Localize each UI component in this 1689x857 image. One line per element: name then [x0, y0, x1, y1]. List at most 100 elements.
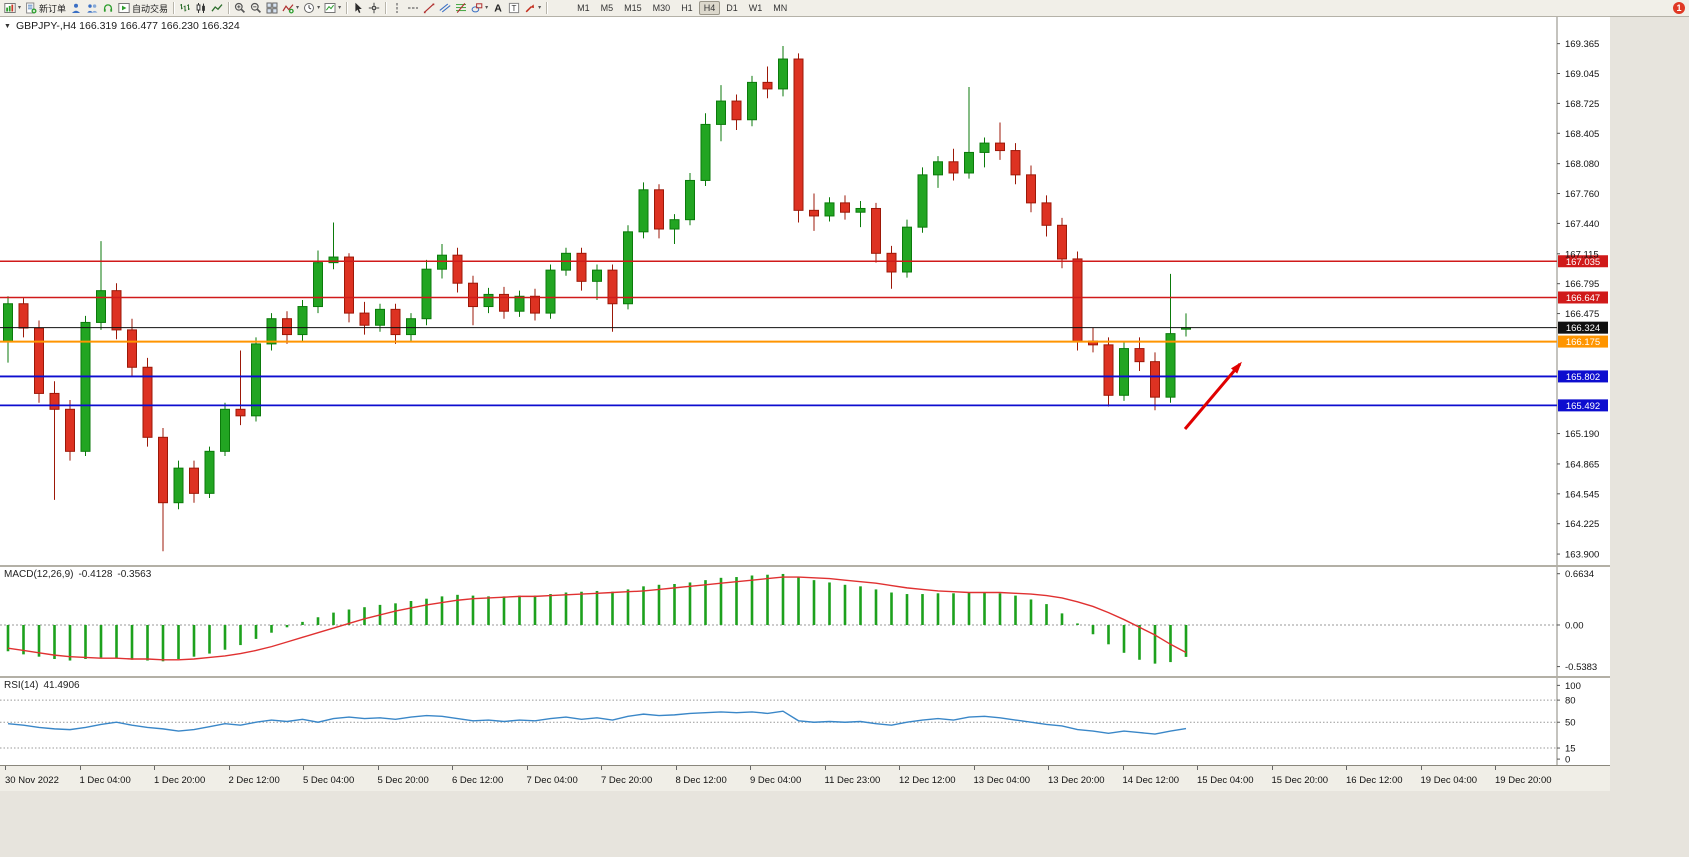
svg-text:168.405: 168.405	[1565, 129, 1599, 140]
timeframe-button-M5[interactable]: M5	[600, 3, 614, 13]
time-label: 14 Dec 12:00	[1122, 775, 1180, 786]
template-icon	[324, 3, 336, 13]
line-chart-button[interactable]	[209, 0, 225, 16]
panel-splitter[interactable]	[0, 565, 1610, 567]
main-chart-canvas[interactable]: 167.035 166.647 166.324 166.175 165.802 165.4…	[0, 17, 1610, 565]
time-label: 1 Dec 20:00	[154, 775, 206, 786]
up-arrow-annotation[interactable]	[1183, 361, 1242, 430]
text-label-button[interactable]: T	[506, 0, 522, 16]
hlines-layer: 167.035 166.647 166.324 166.175 165.802 165.4…	[0, 255, 1608, 412]
new-chart-button[interactable]: ▾	[2, 0, 23, 16]
svg-text:164.225: 164.225	[1565, 519, 1599, 530]
hline-icon	[408, 7, 419, 9]
time-tick	[1495, 766, 1496, 770]
textT-icon: T	[509, 2, 520, 14]
shapes-button[interactable]: ▾	[469, 0, 490, 16]
timeframe-button-M15[interactable]: M15	[624, 3, 642, 13]
templates-button[interactable]: ▾	[322, 0, 343, 16]
navigator-button[interactable]	[68, 0, 84, 16]
toolbar-separator	[173, 2, 175, 14]
vertical-line-button[interactable]	[389, 0, 405, 16]
candlestick-chart-button[interactable]	[193, 0, 209, 16]
timeframe-button-D1[interactable]: D1	[726, 3, 738, 13]
price-axis-labels: 169.365 169.045 168.725 168.405 168.080 167.7…	[1557, 39, 1599, 561]
trend-icon	[423, 3, 435, 14]
timeframe-button-H1[interactable]: H1	[681, 3, 693, 13]
fibonacci-button[interactable]	[453, 0, 469, 16]
timeframe-button-M1[interactable]: M1	[577, 3, 590, 13]
trendline-button[interactable]	[421, 0, 437, 16]
time-tick	[1197, 766, 1198, 770]
timeframe-button-M30[interactable]: M30	[652, 3, 671, 13]
timeframe-button-H4[interactable]: H4	[698, 1, 721, 15]
zoom-out-button[interactable]	[248, 0, 264, 16]
person-icon	[72, 3, 81, 13]
channel-button[interactable]	[437, 0, 453, 16]
chevron-down-icon: ▾	[18, 5, 22, 11]
crosshair-button[interactable]	[366, 0, 382, 16]
time-tick	[601, 766, 602, 770]
price-line-label-166.324: 166.324	[1558, 321, 1608, 334]
time-label: 5 Dec 04:00	[303, 775, 355, 786]
cursor-button[interactable]	[350, 0, 366, 16]
periods-button[interactable]: ▾	[301, 0, 322, 16]
text-button[interactable]: A	[490, 0, 506, 16]
svg-text:167.440: 167.440	[1565, 219, 1599, 230]
support-button[interactable]	[100, 0, 116, 16]
time-tick	[1122, 766, 1124, 770]
price-line-label-166.647: 166.647	[1558, 291, 1608, 304]
time-label: 7 Dec 20:00	[601, 775, 653, 786]
zoomin-icon	[234, 2, 246, 14]
clock-icon	[304, 3, 315, 13]
time-label: 16 Dec 12:00	[1346, 775, 1403, 786]
autoplay-icon	[118, 3, 130, 13]
time-label: 5 Dec 20:00	[377, 775, 429, 786]
indicators-button[interactable]: ▾	[280, 0, 301, 16]
price-line-label-167.035: 167.035	[1558, 255, 1608, 268]
new-order-button[interactable]: 新订单	[23, 0, 68, 16]
svg-text:165.802: 165.802	[1566, 372, 1600, 383]
macd-value-main: -0.4128	[78, 569, 113, 580]
market-watch-button[interactable]	[84, 0, 100, 16]
time-label: 12 Dec 12:00	[899, 775, 956, 786]
notification-badge[interactable]: 1	[1673, 2, 1685, 14]
bar-chart-button[interactable]	[177, 0, 193, 16]
time-label: 15 Dec 04:00	[1197, 775, 1254, 786]
svg-text:A: A	[494, 3, 502, 14]
macd-panel: 0.6634 0.00 -0.5383 MACD(12,26,9) -0.4128 …	[0, 567, 1610, 676]
time-axis[interactable]: 30 Nov 2022 1 Dec 04:00 1 Dec 20:00 2 Dec 1…	[0, 765, 1610, 791]
svg-text:T: T	[512, 4, 517, 13]
timeframe-group: M1 M5 M15 M30 H1 H4 D1 W1 MN	[572, 1, 792, 15]
time-label: 8 Dec 12:00	[675, 775, 727, 786]
chart-window: 167.035 166.647 166.324 166.175 165.802 165.4…	[0, 17, 1610, 791]
crosshair-icon	[368, 2, 380, 14]
time-tick	[228, 766, 230, 770]
time-tick	[79, 766, 81, 770]
macd-canvas[interactable]: 0.6634 0.00 -0.5383	[0, 567, 1610, 676]
timeframe-button-MN[interactable]: MN	[773, 3, 788, 13]
time-tick	[377, 766, 379, 770]
zoom-in-button[interactable]	[232, 0, 248, 16]
time-label: 1 Dec 04:00	[79, 775, 131, 786]
chevron-down-icon: ▾	[317, 5, 321, 11]
time-label: 30 Nov 2022	[5, 775, 59, 786]
arrows-button[interactable]: ▾	[522, 0, 543, 16]
shapes-icon	[471, 3, 483, 13]
time-tick	[1048, 766, 1049, 770]
time-label: 11 Dec 23:00	[824, 775, 881, 786]
horizontal-line-button[interactable]	[405, 0, 421, 16]
svg-text:166.324: 166.324	[1566, 323, 1600, 334]
time-tick	[5, 766, 6, 770]
auto-trading-button[interactable]: 自动交易	[116, 0, 170, 16]
tile-windows-button[interactable]	[264, 0, 280, 16]
collapse-triangle-icon[interactable]: ▼	[4, 22, 11, 30]
panel-splitter[interactable]	[0, 676, 1610, 678]
svg-text:165.190: 165.190	[1565, 429, 1599, 440]
macd-signal-line	[7, 576, 1187, 661]
time-label: 7 Dec 04:00	[526, 775, 578, 786]
time-tick	[973, 766, 975, 770]
svg-text:166.175: 166.175	[1566, 337, 1600, 348]
timeframe-button-W1[interactable]: W1	[748, 3, 763, 13]
people-icon	[87, 4, 98, 13]
rsi-canvas[interactable]: 100 80 50 150	[0, 678, 1610, 765]
